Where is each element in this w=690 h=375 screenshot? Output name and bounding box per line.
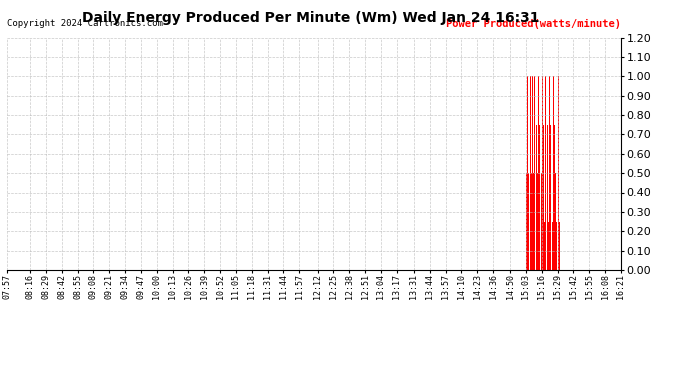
- Text: Daily Energy Produced Per Minute (Wm) Wed Jan 24 16:31: Daily Energy Produced Per Minute (Wm) We…: [81, 11, 540, 25]
- Text: Power Produced(watts/minute): Power Produced(watts/minute): [446, 19, 621, 29]
- Text: Copyright 2024 Cartronics.com: Copyright 2024 Cartronics.com: [7, 19, 163, 28]
